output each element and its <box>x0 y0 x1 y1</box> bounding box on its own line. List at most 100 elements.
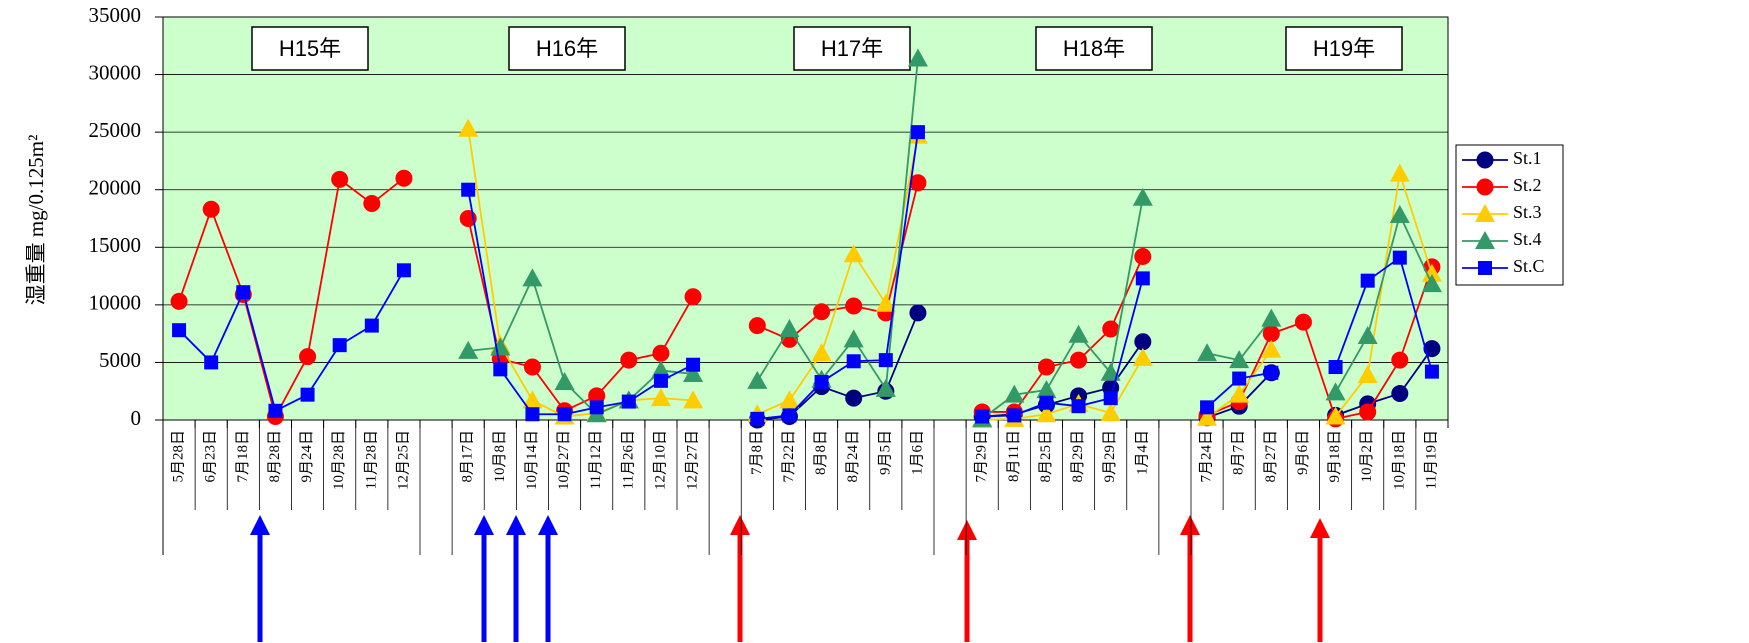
x-tick-label: 8月24日 <box>845 430 861 483</box>
marker <box>1391 385 1409 403</box>
marker <box>843 244 864 263</box>
marker <box>1197 343 1218 362</box>
marker <box>1328 360 1343 375</box>
annotation-box <box>1035 26 1153 71</box>
marker <box>907 48 928 67</box>
x-tick-label: 8月28日 <box>267 430 283 483</box>
marker <box>1132 187 1153 206</box>
x-tick-label: 10月18日 <box>1391 430 1407 490</box>
marker <box>1325 382 1346 401</box>
y-tick-label: 5000 <box>99 348 141 372</box>
marker <box>779 319 800 338</box>
marker <box>1229 350 1250 369</box>
marker <box>396 263 411 278</box>
x-tick-label: 11月12日 <box>588 430 604 489</box>
marker <box>747 370 768 389</box>
annotation-box <box>1285 26 1403 71</box>
marker <box>1476 151 1494 169</box>
series-line <box>178 132 1433 420</box>
x-tick-label: 12月10日 <box>652 430 668 490</box>
y-tick-label: 10000 <box>89 291 142 315</box>
marker <box>1391 351 1409 369</box>
x-tick-label: 8月27日 <box>1263 430 1279 483</box>
marker <box>299 348 317 366</box>
marker <box>1135 271 1150 286</box>
series-line <box>757 312 1433 421</box>
marker <box>1004 384 1025 403</box>
marker <box>1039 395 1054 410</box>
marker <box>878 353 893 368</box>
series-line <box>468 58 1433 420</box>
marker <box>1037 358 1055 376</box>
marker <box>875 378 896 397</box>
marker <box>1132 347 1153 366</box>
marker <box>1421 274 1442 293</box>
marker <box>843 329 864 348</box>
y-tick-label: 35000 <box>89 3 142 27</box>
legend-label: St.3 <box>1513 202 1542 222</box>
marker <box>652 344 670 362</box>
marker <box>1070 351 1088 369</box>
marker <box>621 394 636 409</box>
x-tick-label: 12月25日 <box>395 430 411 490</box>
marker <box>1036 404 1057 423</box>
y-tick-label: 20000 <box>89 176 142 200</box>
marker <box>1475 231 1495 249</box>
marker <box>1294 313 1312 331</box>
x-tick-label: 9月5日 <box>877 430 893 475</box>
x-tick-label: 1月4日 <box>1134 430 1150 475</box>
marker <box>814 375 829 390</box>
plot-area <box>162 16 1449 421</box>
x-tick-label: 6月23日 <box>203 430 219 483</box>
x-tick-label: 7月22日 <box>781 430 797 483</box>
marker <box>813 303 831 321</box>
y-tick-label: 25000 <box>89 118 142 142</box>
marker <box>845 297 863 315</box>
marker <box>748 317 766 335</box>
marker <box>332 338 347 353</box>
marker <box>1421 263 1442 282</box>
series <box>170 169 1441 428</box>
marker <box>653 373 668 388</box>
marker <box>845 389 863 407</box>
marker <box>458 340 479 359</box>
series <box>172 125 1439 426</box>
marker <box>1071 399 1086 414</box>
x-tick-label: 7月29日 <box>974 430 990 483</box>
marker <box>1068 324 1089 343</box>
marker <box>331 170 349 188</box>
x-tick-label: 10月28日 <box>331 430 347 490</box>
marker <box>300 387 315 402</box>
annotation-box <box>793 26 911 71</box>
x-tick-label: 8月8日 <box>813 430 829 475</box>
marker <box>1036 380 1057 399</box>
x-tick-label: 11月19日 <box>1423 430 1439 489</box>
marker <box>557 407 572 422</box>
legend-label: St.C <box>1513 256 1545 276</box>
y-tick-label: 30000 <box>89 60 142 84</box>
marker <box>1262 325 1280 343</box>
marker <box>684 288 702 306</box>
annotation: H15年 <box>279 36 341 61</box>
marker <box>1229 384 1250 403</box>
marker <box>490 337 511 356</box>
annotation: H18年 <box>1063 36 1125 61</box>
marker <box>811 343 832 362</box>
x-tick-label: 9月18日 <box>1327 430 1343 483</box>
marker <box>1134 247 1152 265</box>
x-tick-label: 9月24日 <box>299 430 315 483</box>
x-tick-label: 1月6日 <box>909 430 925 475</box>
x-tick-label: 10月14日 <box>524 430 540 490</box>
marker <box>1264 365 1279 380</box>
marker <box>1392 250 1407 265</box>
marker <box>875 293 896 312</box>
marker <box>750 411 765 426</box>
marker <box>1423 340 1441 358</box>
series-line <box>178 177 1433 420</box>
marker <box>461 182 476 197</box>
marker <box>683 390 704 409</box>
y-tick-label: 15000 <box>89 233 142 257</box>
annotation: H17年 <box>821 36 883 61</box>
marker <box>1389 163 1410 182</box>
